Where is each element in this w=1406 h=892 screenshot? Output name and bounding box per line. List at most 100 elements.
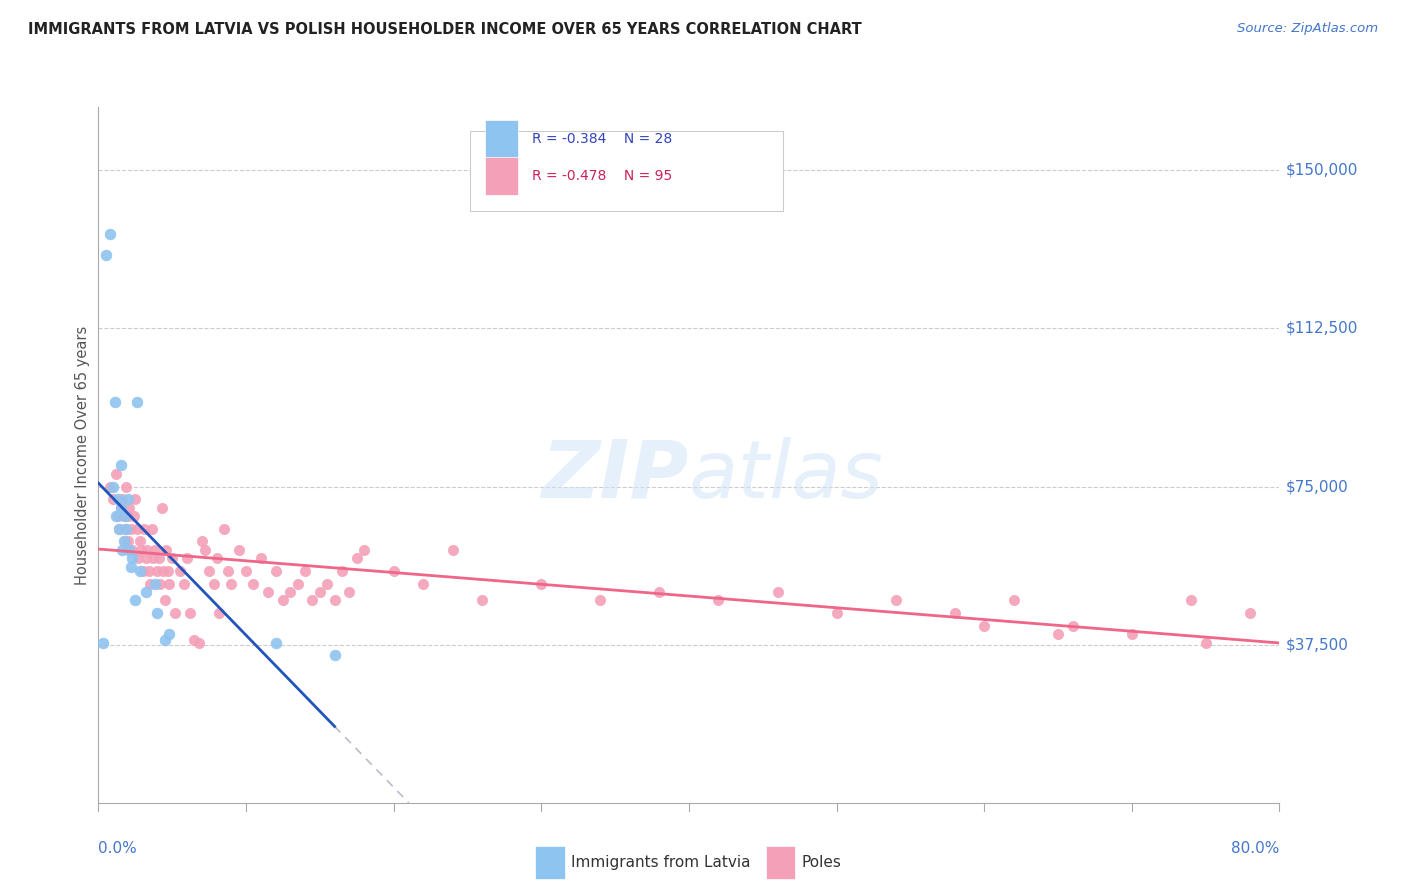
Point (316, 576, 339, 591)
Point (110, 500, 132, 515)
Point (153, 593, 176, 607)
Text: Immigrants from Latvia: Immigrants from Latvia (571, 855, 751, 870)
Point (143, 576, 166, 591)
Point (337, 585, 360, 599)
Point (301, 593, 323, 607)
Point (219, 576, 242, 591)
Point (1002, 593, 1025, 607)
Point (235, 564, 257, 578)
Point (156, 564, 179, 578)
Point (212, 522, 235, 536)
Point (128, 534, 150, 549)
Point (114, 534, 136, 549)
Point (169, 564, 191, 578)
Point (973, 618, 995, 632)
Point (153, 633, 176, 648)
Point (191, 534, 214, 549)
Point (187, 635, 209, 649)
Point (103, 492, 125, 507)
Point (114, 509, 136, 524)
Point (323, 593, 346, 607)
Point (135, 551, 157, 566)
Point (1121, 627, 1143, 641)
Point (110, 500, 132, 515)
Point (294, 564, 316, 578)
Y-axis label: Householder Income Over 65 years: Householder Income Over 65 years (75, 326, 90, 584)
Point (124, 492, 146, 507)
Point (104, 395, 127, 409)
Point (148, 551, 170, 566)
Point (146, 564, 169, 578)
Point (149, 576, 172, 591)
Point (382, 564, 405, 578)
Point (120, 559, 142, 574)
Point (141, 522, 163, 536)
Point (103, 479, 125, 493)
Point (346, 551, 368, 566)
Point (157, 627, 180, 641)
Point (134, 522, 156, 536)
Point (194, 542, 217, 557)
Point (98, 227, 121, 241)
Text: IMMIGRANTS FROM LATVIA VS POLISH HOUSEHOLDER INCOME OVER 65 YEARS CORRELATION CH: IMMIGRANTS FROM LATVIA VS POLISH HOUSEHO… (28, 22, 862, 37)
Point (228, 542, 250, 557)
Point (825, 606, 848, 620)
Point (242, 576, 264, 591)
Point (330, 564, 353, 578)
Point (309, 585, 332, 599)
Text: Poles: Poles (801, 855, 841, 870)
Point (707, 593, 730, 607)
Point (117, 534, 139, 549)
Point (115, 479, 138, 493)
Point (217, 564, 239, 578)
Point (943, 606, 966, 620)
Point (1195, 635, 1218, 649)
Point (271, 593, 294, 607)
Point (162, 551, 183, 566)
Point (135, 585, 157, 599)
Point (179, 606, 201, 620)
Point (105, 467, 128, 481)
Point (117, 492, 139, 507)
Text: Source: ZipAtlas.com: Source: ZipAtlas.com (1237, 22, 1378, 36)
Point (117, 509, 139, 524)
Point (1180, 593, 1202, 607)
Point (1239, 606, 1261, 620)
Point (441, 542, 464, 557)
Point (107, 509, 129, 524)
Point (257, 585, 280, 599)
Text: 80.0%: 80.0% (1232, 841, 1279, 856)
Text: 0.0%: 0.0% (98, 841, 138, 856)
Point (766, 585, 789, 599)
Text: ZIP: ZIP (541, 437, 689, 515)
Text: $112,500: $112,500 (1285, 321, 1358, 336)
Point (127, 551, 149, 566)
Point (139, 576, 162, 591)
Point (152, 564, 174, 578)
Point (138, 564, 160, 578)
Point (471, 593, 494, 607)
Point (105, 509, 128, 524)
Bar (485, 120, 517, 158)
Point (107, 492, 129, 507)
Point (250, 551, 273, 566)
Text: $75,000: $75,000 (1285, 479, 1348, 494)
Text: $150,000: $150,000 (1285, 163, 1358, 178)
Point (884, 593, 907, 607)
Point (157, 576, 180, 591)
Point (264, 564, 287, 578)
Point (121, 551, 143, 566)
Point (111, 492, 134, 507)
Point (115, 522, 138, 536)
Point (108, 522, 131, 536)
Point (125, 522, 148, 536)
Point (136, 542, 159, 557)
Point (155, 542, 177, 557)
Point (112, 509, 135, 524)
Text: atlas: atlas (689, 437, 884, 515)
Point (129, 542, 152, 557)
Point (150, 500, 173, 515)
Text: R = -0.478    N = 95: R = -0.478 N = 95 (531, 169, 672, 183)
Point (1046, 627, 1069, 641)
Point (143, 542, 166, 557)
